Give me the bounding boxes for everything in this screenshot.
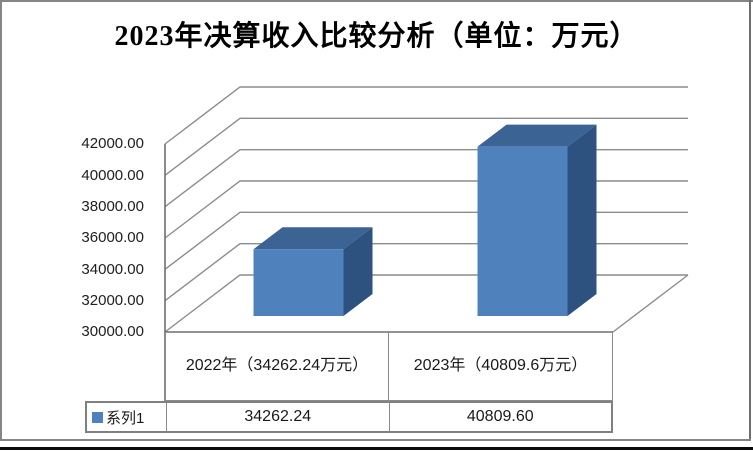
chart-frame-right-border [749,0,751,441]
gridline [164,180,688,239]
series1-legend-swatch-icon [92,411,103,423]
y-axis-tick-label: 42000.00 [81,135,144,152]
gridline [164,211,688,270]
y-axis-tick-label: 32000.00 [81,292,144,309]
chart-frame-bottom-border [1,439,751,441]
category-label-2022: 2022年（34262.24万元） [165,332,389,401]
value-cell-2022: 34262.24 [244,408,312,425]
bar-2022-side-face [343,227,373,316]
category-label-2023: 2023年（40809.6万元） [389,332,613,401]
bar-2023-front-face [477,146,568,316]
y-axis-tick-label: 38000.00 [81,198,144,215]
legend-item: 系列1 [87,403,167,431]
y-axis-tick-label: 36000.00 [81,229,144,246]
chart-title: 2023年决算收入比较分析（单位：万元） [114,21,639,52]
y-axis-tick-label: 40000.00 [81,167,144,184]
floor-right-edge [612,274,689,333]
series1-legend-label: 系列1 [106,409,145,427]
y-axis-tick-label: 30000.00 [81,323,144,340]
y-axis-tick-label: 34000.00 [81,261,144,278]
gridline [164,274,688,333]
gridline [164,242,688,302]
page-bottom-border [0,447,753,450]
data-table-header-row: 2022年（34262.24万元） 2023年（40809.6万元） [165,332,613,401]
bar-2022-front-face [253,249,344,316]
chart-frame-top-border [0,0,753,2]
data-table-values-row: 系列1 34262.24 40809.60 [85,401,613,433]
gridline [164,117,688,176]
gridline [164,148,688,208]
value-cell-2023: 40809.60 [388,403,612,431]
bar-2022-top-face [253,227,373,250]
chart-frame-left-border [0,0,2,441]
gridline [164,86,688,145]
bar-2023-top-face [477,124,597,147]
bar-2023-side-face [567,124,597,317]
